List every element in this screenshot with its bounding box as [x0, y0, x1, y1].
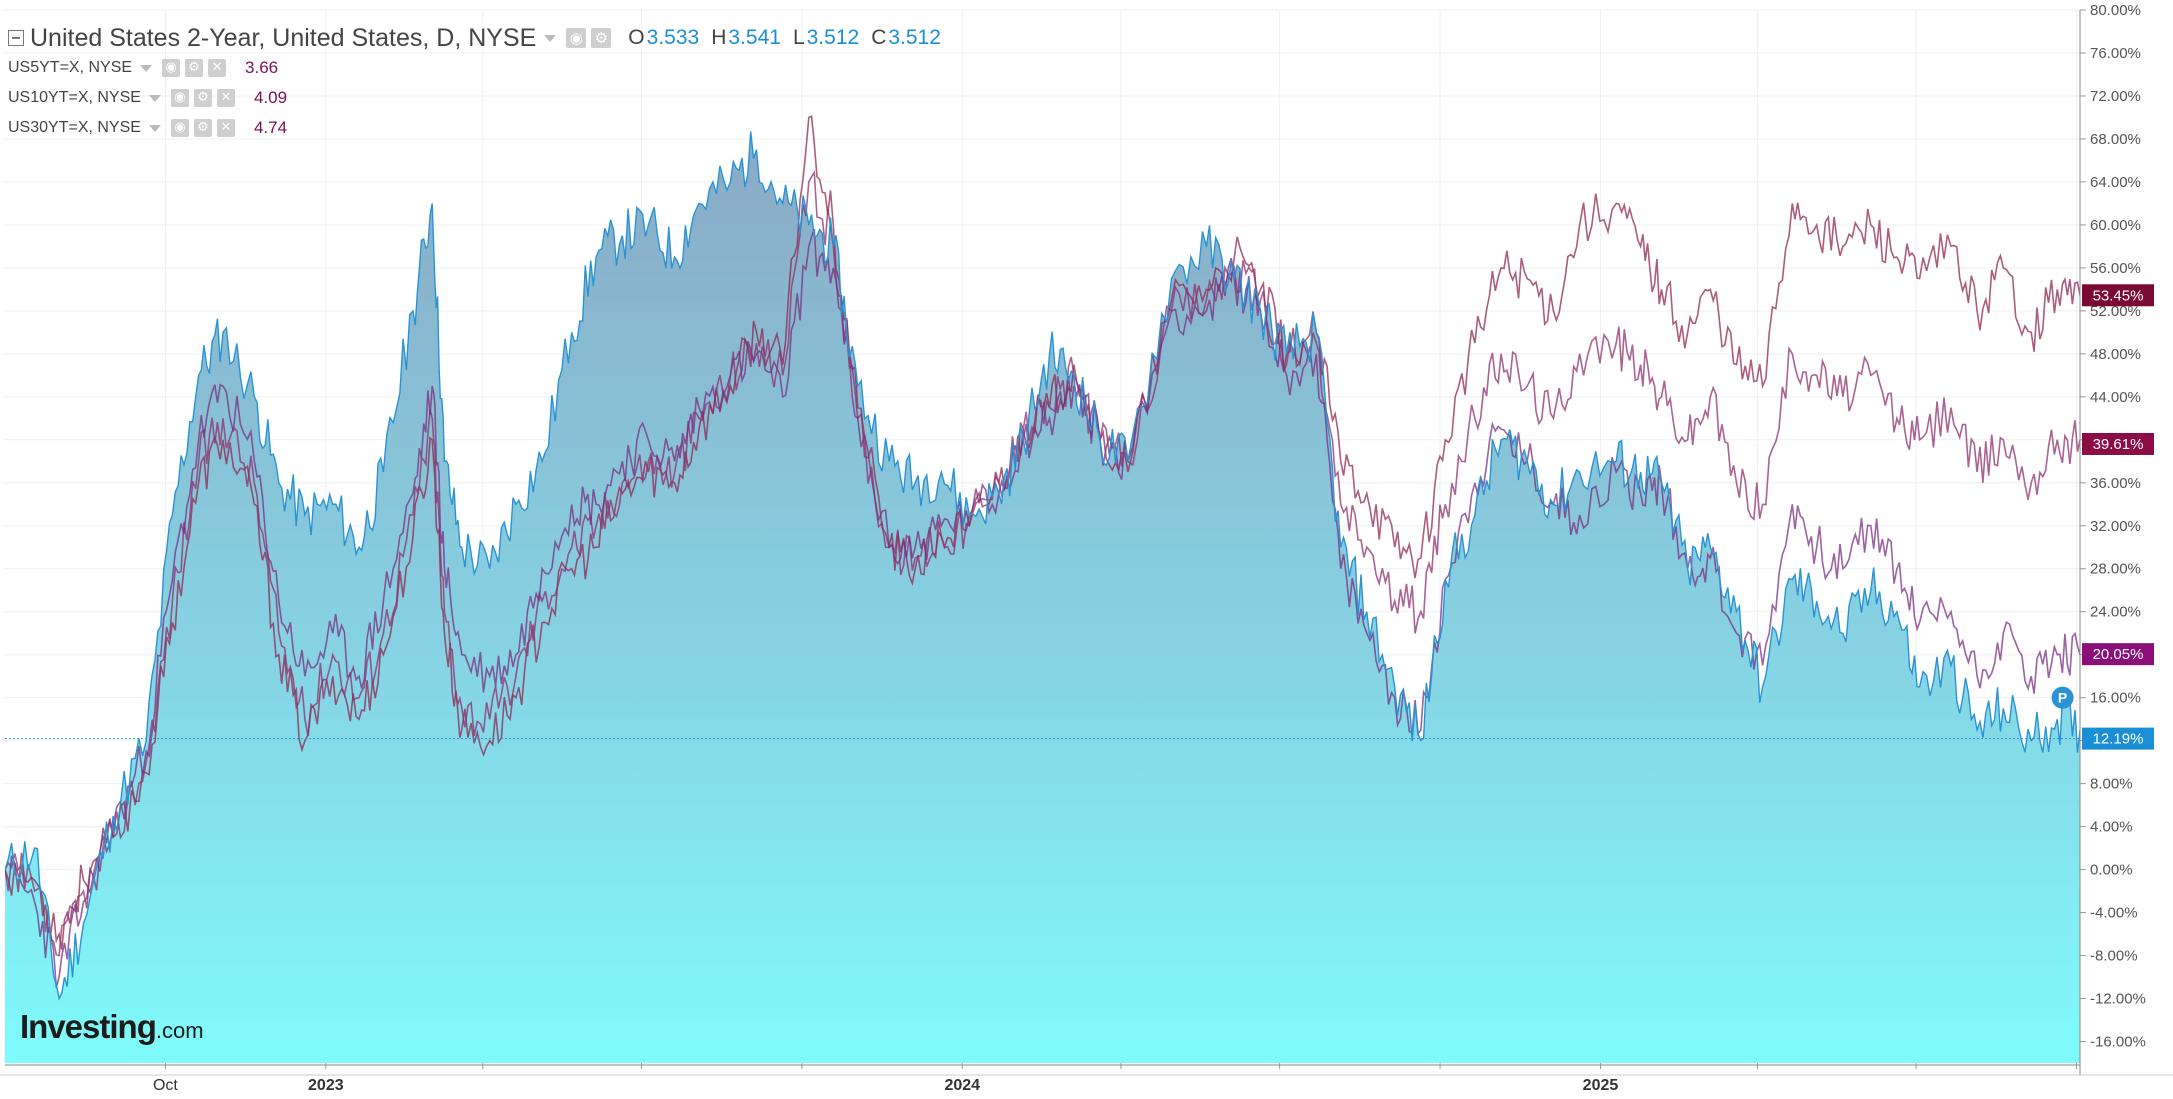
x-tick-label: Oct — [153, 1077, 178, 1094]
low-label: L — [792, 26, 805, 49]
chart-legend: United States 2-Year, United States, D, … — [0, 0, 1300, 150]
price-label-box — [2082, 284, 2154, 307]
investing-logo: Investing .com — [20, 1008, 204, 1046]
y-tick-label: 64.00% — [2090, 174, 2141, 191]
y-tick-label: 16.00% — [2090, 690, 2141, 707]
main-series-title[interactable]: United States 2-Year, United States, D, … — [30, 23, 537, 52]
marker-circle[interactable] — [2051, 686, 2074, 709]
y-tick-label: 56.00% — [2090, 260, 2141, 277]
y-tick-label: 48.00% — [2090, 346, 2141, 363]
logo-wordmark: Investing — [20, 1008, 157, 1045]
main-series-legend: United States 2-Year, United States, D, … — [8, 22, 941, 54]
comparison-legend-us30y: US30YT=X, NYSE ◉ ⚙ ✕ 4.74 — [8, 116, 287, 140]
y-tick-label: 80.00% — [2090, 2, 2141, 19]
y-tick-label: -12.00% — [2090, 991, 2146, 1008]
comparison-title[interactable]: US10YT=X, NYSE — [8, 89, 141, 106]
collapse-icon[interactable] — [8, 30, 24, 46]
close-label: C — [871, 26, 887, 49]
y-tick-label: 72.00% — [2090, 88, 2141, 105]
dropdown-caret-icon[interactable] — [140, 64, 153, 72]
y-tick-label: 60.00% — [2090, 217, 2141, 234]
open-value: 3.533 — [646, 26, 700, 49]
y-tick-label: 28.00% — [2090, 561, 2141, 578]
y-tick-label: 44.00% — [2090, 389, 2141, 406]
series-line-us2y[interactable] — [5, 131, 2080, 1001]
logo-domain: .com — [155, 1018, 204, 1043]
dropdown-caret-icon[interactable] — [148, 124, 161, 132]
us2y-area-fill — [5, 131, 2080, 1063]
close-value: 3.512 — [888, 26, 941, 49]
y-tick-label: -16.00% — [2090, 1034, 2146, 1051]
dropdown-caret-icon[interactable] — [544, 34, 557, 42]
series-layer — [5, 115, 2080, 1063]
comparison-title[interactable]: US5YT=X, NYSE — [8, 59, 133, 76]
x-tick-label: 2025 — [1583, 1077, 1619, 1094]
series-line-us10y[interactable] — [5, 170, 2080, 957]
dropdown-caret-icon[interactable] — [148, 94, 161, 102]
price-label-box — [2082, 432, 2154, 455]
y-tick-label: 36.00% — [2090, 475, 2141, 492]
gear-icon[interactable]: ⚙ — [591, 28, 612, 48]
comparison-legend-us5y: US5YT=X, NYSE ◉ ⚙ ✕ 3.66 — [8, 56, 278, 80]
low-value: 3.512 — [806, 26, 860, 49]
eye-icon[interactable]: ◉ — [566, 28, 587, 48]
price-label-text: 53.45% — [2093, 287, 2144, 304]
high-label: H — [711, 26, 727, 49]
eye-icon[interactable]: ◉ — [170, 89, 189, 107]
close-icon[interactable]: ✕ — [216, 119, 235, 137]
gear-icon[interactable]: ⚙ — [185, 59, 204, 77]
y-tick-label: 32.00% — [2090, 518, 2141, 535]
y-tick-label: 8.00% — [2090, 776, 2133, 793]
comparison-value: 3.66 — [245, 58, 279, 77]
y-tick-label: 52.00% — [2090, 303, 2141, 320]
comparison-value: 4.74 — [253, 118, 288, 137]
x-tick-label: 2024 — [944, 1077, 980, 1094]
price-label-text: 39.61% — [2093, 436, 2144, 453]
price-labels: P 53.45% 39.61% 20.05% 12.19% — [2051, 284, 2154, 750]
open-label: O — [628, 26, 645, 49]
price-label-box — [2082, 727, 2154, 750]
high-value: 3.541 — [728, 26, 781, 49]
y-tick-label: 24.00% — [2090, 604, 2141, 621]
y-tick-label: 4.00% — [2090, 819, 2133, 836]
y-tick-label: -8.00% — [2090, 948, 2138, 965]
close-icon[interactable]: ✕ — [208, 59, 227, 77]
y-tick-label: 0.00% — [2090, 862, 2133, 879]
gear-icon[interactable]: ⚙ — [193, 119, 212, 137]
price-label-text: 12.19% — [2093, 731, 2144, 748]
x-tick-label: 2023 — [308, 1077, 344, 1094]
y-tick-label: 68.00% — [2090, 131, 2141, 148]
y-tick-label: -4.00% — [2090, 905, 2138, 922]
close-icon[interactable]: ✕ — [216, 89, 235, 107]
comparison-title[interactable]: US30YT=X, NYSE — [8, 119, 141, 136]
y-tick-label: 76.00% — [2090, 45, 2141, 62]
marker-label: P — [2058, 690, 2067, 706]
price-label-text: 20.05% — [2093, 646, 2144, 663]
comparison-value: 4.09 — [253, 88, 288, 107]
price-label-box — [2082, 643, 2154, 666]
eye-icon[interactable]: ◉ — [170, 119, 189, 137]
comparison-legend-us10y: US10YT=X, NYSE ◉ ⚙ ✕ 4.09 — [8, 86, 287, 110]
gear-icon[interactable]: ⚙ — [193, 89, 212, 107]
eye-icon[interactable]: ◉ — [162, 59, 181, 77]
